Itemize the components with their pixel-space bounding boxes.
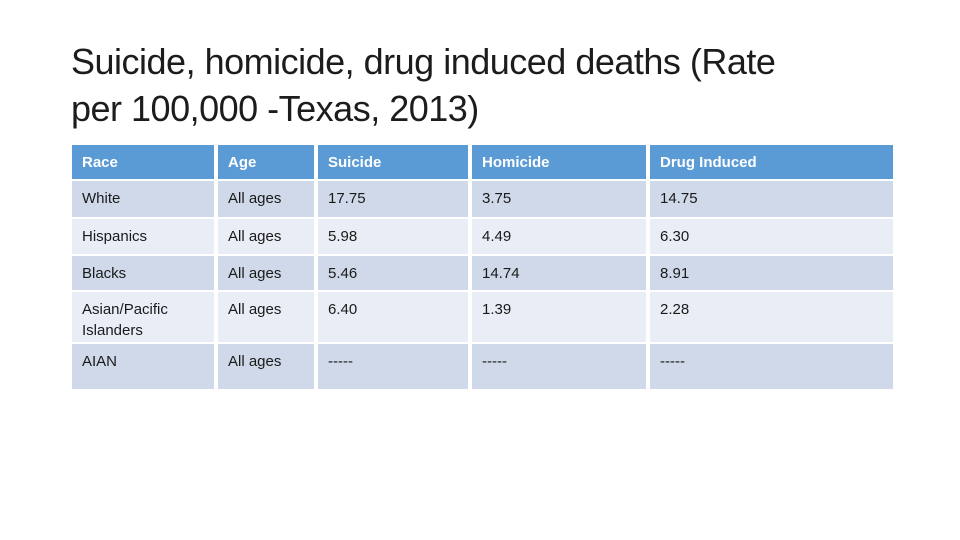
column-header-drug-induced: Drug Induced (650, 145, 893, 181)
cell-drug-induced: ----- (650, 344, 893, 391)
cell-age: All ages (218, 219, 318, 256)
cell-age: All ages (218, 256, 318, 292)
cell-homicide: 4.49 (472, 219, 650, 256)
cell-age: All ages (218, 181, 318, 219)
table-row-white: White All ages 17.75 3.75 14.75 (72, 181, 893, 219)
cell-homicide: 1.39 (472, 292, 650, 344)
table-row-hispanics: Hispanics All ages 5.98 4.49 6.30 (72, 219, 893, 256)
slide-title-line2: per 100,000 -Texas, 2013) (71, 88, 479, 129)
column-header-suicide: Suicide (318, 145, 472, 181)
column-header-homicide: Homicide (472, 145, 650, 181)
slide-title-line1: Suicide, homicide, drug induced deaths (… (71, 41, 776, 82)
cell-race: White (72, 181, 218, 219)
cell-race: Hispanics (72, 219, 218, 256)
cell-race: Blacks (72, 256, 218, 292)
slide-title: Suicide, homicide, drug induced deaths (… (71, 38, 776, 132)
cell-homicide: ----- (472, 344, 650, 391)
cell-suicide: 5.98 (318, 219, 472, 256)
column-header-race: Race (72, 145, 218, 181)
cell-suicide: 17.75 (318, 181, 472, 219)
cell-suicide: 5.46 (318, 256, 472, 292)
death-rates-table: Race Age Suicide Homicide Drug Induced W… (72, 145, 893, 391)
table-row-asian-pacific-islanders: Asian/Pacific Islanders All ages 6.40 1.… (72, 292, 893, 344)
cell-suicide: ----- (318, 344, 472, 391)
cell-homicide: 14.74 (472, 256, 650, 292)
cell-drug-induced: 2.28 (650, 292, 893, 344)
column-header-age: Age (218, 145, 318, 181)
cell-age: All ages (218, 292, 318, 344)
cell-drug-induced: 14.75 (650, 181, 893, 219)
cell-suicide: 6.40 (318, 292, 472, 344)
cell-homicide: 3.75 (472, 181, 650, 219)
cell-drug-induced: 8.91 (650, 256, 893, 292)
cell-age: All ages (218, 344, 318, 391)
table-row-blacks: Blacks All ages 5.46 14.74 8.91 (72, 256, 893, 292)
cell-drug-induced: 6.30 (650, 219, 893, 256)
table-row-aian: AIAN All ages ----- ----- ----- (72, 344, 893, 391)
cell-race: AIAN (72, 344, 218, 391)
table-header-row: Race Age Suicide Homicide Drug Induced (72, 145, 893, 181)
cell-race: Asian/Pacific Islanders (72, 292, 218, 344)
